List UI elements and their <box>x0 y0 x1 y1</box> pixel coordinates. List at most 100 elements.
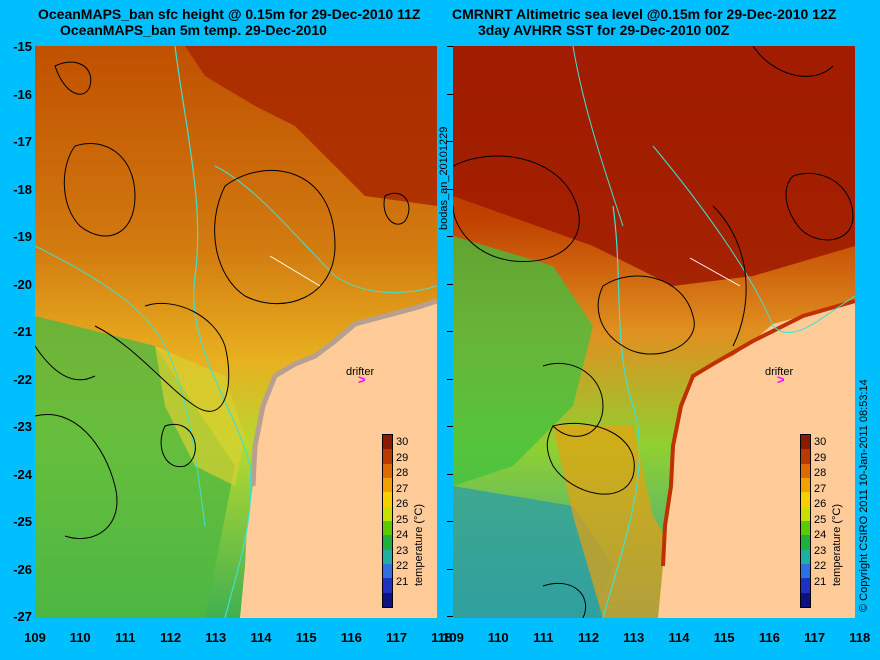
colorbar-tick-label: 29 <box>814 451 827 464</box>
colorbar-segment <box>383 578 392 593</box>
right-y-tick-mark <box>447 188 453 190</box>
y-tick-label: -27 <box>13 609 32 624</box>
colorbar-segment <box>383 463 392 478</box>
colorbar-segment <box>383 435 392 450</box>
right-y-tick-mark <box>447 426 453 427</box>
colorbar-segment <box>801 592 810 607</box>
right-y-tick-mark <box>447 521 453 522</box>
x-tick-label: 111 <box>533 630 554 645</box>
right-colorbar-label: temperature (°C) <box>831 503 843 586</box>
y-tick-label: -23 <box>13 419 32 434</box>
y-tick-label: -15 <box>13 39 32 54</box>
right-y-tick-mark <box>447 141 453 142</box>
left-title-line1: OceanMAPS_ban sfc height @ 0.15m for 29-… <box>38 6 421 22</box>
right-y-tick-mark <box>447 568 453 570</box>
y-tick-label: -19 <box>13 229 32 244</box>
colorbar-segment <box>801 520 810 536</box>
colorbar-tick-label: 29 <box>396 451 409 464</box>
y-tick-label: -24 <box>13 466 32 482</box>
left-drifter-arrow-icon: > <box>358 372 366 387</box>
x-tick-label: 117 <box>804 630 826 645</box>
colorbar-tick-label: 30 <box>814 436 827 448</box>
colorbar-tick-label: 24 <box>814 529 827 541</box>
x-tick-label: 109 <box>24 630 46 645</box>
left-drifter-label: drifter <box>346 366 375 378</box>
run-id-label: bodas_an_20101229 <box>438 126 450 230</box>
colorbar-segment <box>801 549 810 564</box>
colorbar-segment <box>801 563 810 579</box>
x-tick-label: 115 <box>295 630 317 645</box>
right-y-tick-mark <box>447 283 453 285</box>
colorbar-segment <box>383 563 392 579</box>
colorbar-segment <box>383 535 392 550</box>
colorbar-tick-label: 22 <box>396 560 409 572</box>
colorbar-segment <box>383 477 392 493</box>
colorbar-tick-label: 28 <box>396 467 409 479</box>
y-tick-label: -25 <box>13 514 32 529</box>
y-tick-label: -20 <box>13 276 32 292</box>
x-tick-label: 118 <box>431 630 453 645</box>
x-tick-label: 113 <box>205 630 227 645</box>
colorbar-segment <box>383 449 392 464</box>
colorbar-segment <box>801 463 810 478</box>
colorbar-tick-label: 26 <box>396 498 409 510</box>
left-colorbar-label: temperature (°C) <box>413 503 425 586</box>
left-map <box>35 46 437 618</box>
right-y-tick-mark <box>447 331 453 332</box>
colorbar-segment <box>801 506 810 521</box>
x-tick-label: 115 <box>713 630 735 645</box>
right-colorbar <box>800 434 811 608</box>
colorbar-tick-label: 22 <box>814 560 827 572</box>
x-tick-label: 116 <box>758 630 780 645</box>
colorbar-tick-label: 23 <box>396 544 409 557</box>
colorbar-tick-label: 27 <box>396 482 409 495</box>
right-y-tick-mark <box>447 616 453 617</box>
colorbar-tick-label: 23 <box>814 544 827 557</box>
colorbar-tick-label: 24 <box>396 529 409 541</box>
x-tick-label: 117 <box>386 630 408 645</box>
colorbar-tick-label: 21 <box>396 575 409 588</box>
colorbar-segment <box>383 520 392 536</box>
x-tick-label: 114 <box>668 630 690 645</box>
right-y-tick-mark <box>447 93 453 95</box>
right-drifter-arrow-icon: > <box>777 372 785 387</box>
colorbar-segment <box>801 578 810 593</box>
colorbar-tick-label: 26 <box>814 498 827 510</box>
right-y-tick-mark <box>447 473 453 475</box>
x-tick-label: 110 <box>487 630 509 645</box>
right-y-tick-mark <box>447 46 453 47</box>
x-tick-label: 116 <box>340 630 362 645</box>
y-tick-label: -22 <box>13 371 32 387</box>
y-tick-label: -17 <box>13 134 32 149</box>
y-tick-label: -16 <box>13 86 32 102</box>
left-title-line2: OceanMAPS_ban 5m temp. 29-Dec-2010 <box>60 22 327 38</box>
y-tick-label: -26 <box>13 561 32 577</box>
x-tick-label: 110 <box>69 630 91 645</box>
x-tick-label: 109 <box>442 630 464 645</box>
colorbar-tick-label: 30 <box>396 436 409 448</box>
right-drifter-label: drifter <box>765 366 794 378</box>
colorbar-segment <box>383 549 392 564</box>
colorbar-tick-label: 27 <box>814 482 827 495</box>
x-tick-label: 118 <box>849 630 871 645</box>
x-tick-label: 111 <box>115 630 136 645</box>
colorbar-segment <box>801 492 810 507</box>
x-tick-label: 113 <box>623 630 645 645</box>
colorbar-segment <box>383 592 392 607</box>
colorbar-tick-label: 25 <box>814 513 827 526</box>
colorbar-segment <box>801 535 810 550</box>
right-title-line1: CMRNRT Altimetric sea level @0.15m for 2… <box>452 6 837 22</box>
x-tick-label: 112 <box>160 630 182 645</box>
colorbar-segment <box>801 435 810 450</box>
right-map <box>453 46 855 618</box>
left-colorbar <box>382 434 393 608</box>
y-tick-label: -18 <box>13 181 32 197</box>
x-tick-label: 112 <box>578 630 600 645</box>
right-y-tick-mark <box>447 236 453 237</box>
colorbar-segment <box>383 506 392 521</box>
y-tick-label: -21 <box>13 324 32 339</box>
x-tick-label: 114 <box>250 630 272 645</box>
colorbar-segment <box>383 492 392 507</box>
colorbar-segment <box>801 449 810 464</box>
copyright-label: © Copyright CSIRO 2011 10-Jan-2011 08:53… <box>858 379 870 612</box>
